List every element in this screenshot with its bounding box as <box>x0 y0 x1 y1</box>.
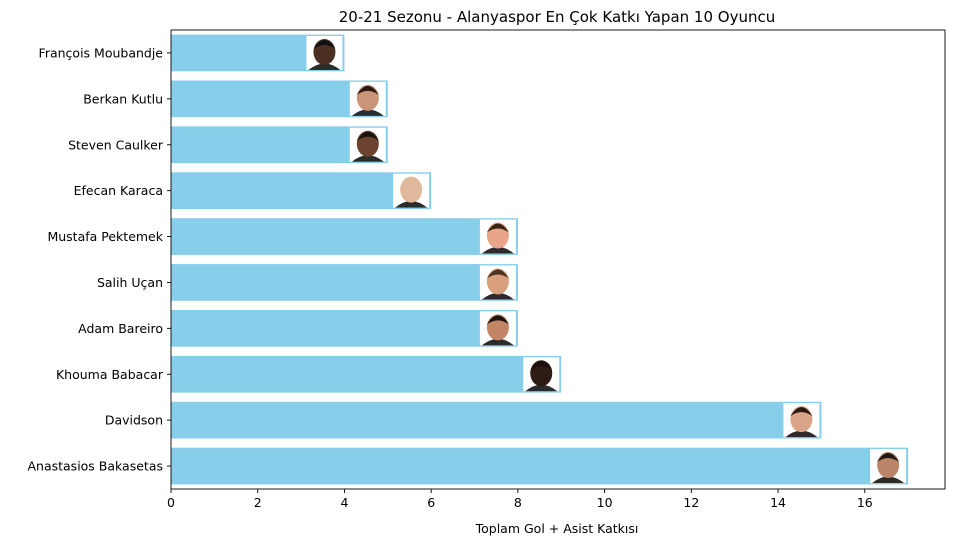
plot-frame <box>170 29 946 490</box>
bar <box>171 447 909 485</box>
y-tick-label: Khouma Babacar <box>56 367 164 382</box>
player-photo-icon <box>479 311 516 346</box>
y-tick-label: Mustafa Pektemek <box>47 229 163 244</box>
player-photo-icon <box>349 81 386 116</box>
x-tick-label: 0 <box>167 495 175 510</box>
player-photo-icon <box>393 173 430 208</box>
y-tick-label: Steven Caulker <box>68 137 164 152</box>
y-tick-label: Efecan Karaca <box>74 183 163 198</box>
player-photo-icon <box>306 35 343 70</box>
bar <box>171 309 518 347</box>
bar <box>171 172 432 210</box>
x-tick-label: 12 <box>683 495 699 510</box>
bar <box>171 218 518 255</box>
player-photo-icon <box>479 265 516 300</box>
bar <box>171 264 518 301</box>
x-axis-label: Toplam Gol + Asist Katkısı <box>475 521 639 536</box>
player-photo-icon <box>870 449 907 484</box>
y-tick-label: François Moubandje <box>39 45 164 60</box>
y-tick-label: Salih Uçan <box>97 275 163 290</box>
x-tick-label: 4 <box>340 495 348 510</box>
x-tick-label: 16 <box>857 495 873 510</box>
y-tick-label: Davidson <box>105 413 163 428</box>
x-tick-label: 14 <box>770 495 786 510</box>
player-photos-group <box>306 35 907 484</box>
bar <box>171 401 822 439</box>
x-tick-label: 8 <box>514 495 522 510</box>
x-tick-label: 6 <box>427 495 435 510</box>
player-photo-icon <box>783 403 820 438</box>
x-tick-label: 2 <box>254 495 262 510</box>
y-tick-label: Anastasios Bakasetas <box>27 459 163 474</box>
bar <box>171 355 562 393</box>
y-axis-ticks: François Moubandje Berkan Kutlu Steven Cau… <box>27 45 171 474</box>
y-tick-label: Berkan Kutlu <box>83 91 163 106</box>
player-photo-icon <box>523 357 560 392</box>
x-axis-ticks: 0 2 4 6 8 10 12 14 16 <box>167 489 873 510</box>
chart-title: 20-21 Sezonu - Alanyaspor En Çok Katkı Y… <box>339 8 775 26</box>
player-photo-icon <box>479 219 516 254</box>
y-tick-label: Adam Bareiro <box>78 321 163 336</box>
player-photo-icon <box>349 127 386 162</box>
x-tick-label: 10 <box>597 495 613 510</box>
